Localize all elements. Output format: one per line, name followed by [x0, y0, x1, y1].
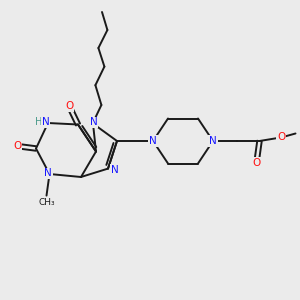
Text: N: N	[149, 136, 157, 146]
Text: N: N	[111, 165, 119, 175]
Text: N: N	[209, 136, 217, 146]
Text: N: N	[44, 168, 52, 178]
Text: N: N	[90, 117, 98, 128]
Text: O: O	[277, 132, 286, 142]
Text: O: O	[13, 141, 22, 151]
Text: CH₃: CH₃	[38, 198, 55, 207]
Text: O: O	[252, 158, 261, 168]
Text: N: N	[42, 117, 50, 128]
Text: H: H	[35, 117, 42, 128]
Text: O: O	[65, 101, 73, 111]
